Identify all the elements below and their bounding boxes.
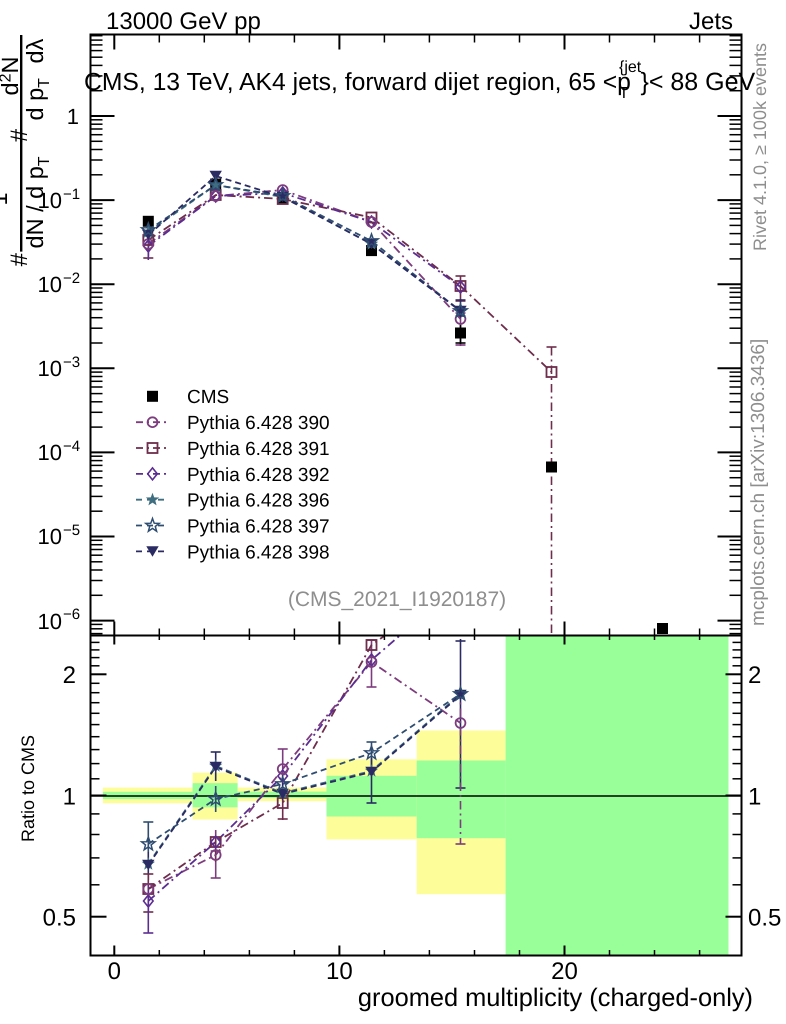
svg-text:Jets: Jets bbox=[689, 8, 733, 35]
svg-text:−6: −6 bbox=[63, 606, 80, 623]
svg-text:#: # bbox=[6, 128, 33, 142]
svg-text:−3: −3 bbox=[63, 354, 80, 371]
svg-text:10: 10 bbox=[38, 440, 62, 465]
svg-text:groomed multiplicity (charged-: groomed multiplicity (charged-only) bbox=[358, 984, 753, 1012]
svg-text:1: 1 bbox=[748, 783, 761, 810]
svg-text:#: # bbox=[6, 252, 33, 266]
svg-text:dλ: dλ bbox=[22, 38, 48, 63]
svg-text:1: 1 bbox=[67, 104, 79, 129]
svg-text:Pythia 6.428 398: Pythia 6.428 398 bbox=[187, 542, 330, 563]
svg-text:dN / d pT: dN / d pT bbox=[22, 156, 53, 248]
svg-text:−5: −5 bbox=[63, 522, 80, 539]
svg-text:0.5: 0.5 bbox=[43, 904, 76, 931]
svg-text:0.5: 0.5 bbox=[748, 904, 781, 931]
svg-text:10: 10 bbox=[38, 188, 62, 213]
svg-text:20: 20 bbox=[551, 958, 578, 985]
svg-text:Pythia 6.428 392: Pythia 6.428 392 bbox=[187, 465, 330, 486]
svg-text:1: 1 bbox=[0, 192, 12, 205]
svg-text:2: 2 bbox=[63, 662, 76, 689]
svg-text:−2: −2 bbox=[63, 270, 80, 287]
svg-text:10: 10 bbox=[38, 356, 62, 381]
svg-text:−4: −4 bbox=[63, 438, 80, 455]
svg-text:{jet: {jet bbox=[619, 59, 642, 76]
svg-text:CMS: CMS bbox=[187, 387, 229, 408]
svg-text:(CMS_2021_I1920187): (CMS_2021_I1920187) bbox=[288, 588, 506, 611]
svg-text:0: 0 bbox=[108, 958, 121, 985]
svg-text:1: 1 bbox=[63, 783, 76, 810]
svg-text:10: 10 bbox=[38, 524, 62, 549]
svg-text:Ratio to CMS: Ratio to CMS bbox=[18, 735, 38, 842]
svg-text:Pythia 6.428 390: Pythia 6.428 390 bbox=[187, 413, 330, 434]
svg-text:2: 2 bbox=[748, 662, 761, 689]
svg-text:mcplots.cern.ch [arXiv:1306.34: mcplots.cern.ch [arXiv:1306.3436] bbox=[748, 339, 769, 626]
svg-text:13000 GeV pp: 13000 GeV pp bbox=[106, 8, 261, 35]
svg-text:−1: −1 bbox=[63, 186, 80, 203]
svg-text:10: 10 bbox=[38, 272, 62, 297]
svg-text:10: 10 bbox=[38, 609, 62, 634]
svg-text:Rivet 4.1.0, ≥ 100k events: Rivet 4.1.0, ≥ 100k events bbox=[750, 43, 770, 251]
svg-text:10: 10 bbox=[326, 958, 353, 985]
svg-text:T: T bbox=[619, 85, 629, 102]
svg-text:}< 88 GeV: }< 88 GeV bbox=[641, 68, 756, 96]
svg-text:d2N: d2N bbox=[0, 57, 23, 96]
svg-text:Pythia 6.428 391: Pythia 6.428 391 bbox=[187, 439, 330, 460]
svg-text:Pythia 6.428 396: Pythia 6.428 396 bbox=[187, 491, 330, 512]
svg-text:CMS, 13 TeV, AK4 jets, forward: CMS, 13 TeV, AK4 jets, forward dijet reg… bbox=[84, 69, 631, 96]
svg-text:Pythia 6.428 397: Pythia 6.428 397 bbox=[187, 516, 330, 537]
